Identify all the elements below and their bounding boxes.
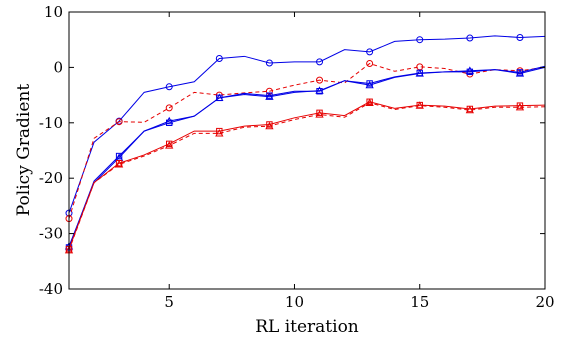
series-line [68,102,546,251]
data-point-marker [165,141,174,149]
x-tick-label: 10 [285,293,304,311]
series-line [68,66,546,247]
data-point-marker [115,152,123,160]
data-point-marker [366,98,373,105]
data-point-marker [416,101,423,109]
series-1 [65,33,546,217]
data-point-marker [516,102,524,109]
data-point-marker [366,48,374,56]
data-point-marker [215,93,224,102]
series-2 [65,60,546,223]
series-line [68,101,546,250]
data-point-marker [415,69,424,77]
data-point-marker [416,36,424,44]
y-tick-label: -40 [39,280,63,298]
series-5 [64,98,546,254]
x-axis-label: RL iteration [255,317,359,337]
data-point-marker [465,105,474,114]
y-tick-label: 10 [44,3,63,21]
data-point-marker [266,121,273,128]
series-layer [64,33,546,254]
x-tick-label: 20 [535,293,554,311]
data-point-marker [216,127,223,135]
data-point-marker [265,59,273,67]
data-point-marker [366,80,373,87]
data-point-marker [316,58,324,66]
data-point-marker [516,33,524,41]
data-point-marker [265,121,274,130]
plot-frame [68,11,546,290]
data-point-marker [215,128,224,137]
series-line [68,35,546,214]
data-point-marker [166,140,173,148]
data-point-marker [466,34,474,42]
x-tick-label: 15 [410,293,429,311]
data-point-marker [366,60,374,68]
series-line [68,65,546,248]
data-point-marker [315,110,324,118]
y-tick-label: -20 [39,169,63,187]
y-tick-label: -30 [39,225,63,243]
data-point-marker [465,66,474,74]
data-point-marker [316,109,323,117]
data-point-marker [315,86,324,94]
data-point-marker [115,160,123,167]
data-point-marker [365,80,374,89]
series-6 [65,98,546,253]
data-point-marker [515,102,525,111]
data-point-marker [165,83,173,91]
data-point-marker [515,69,525,77]
data-point-marker [466,105,474,113]
series-3 [65,65,546,251]
data-point-marker [165,104,173,112]
data-point-marker [165,116,174,125]
series-line [68,62,546,219]
y-tick-label: -10 [39,114,63,132]
x-tick-label: 5 [164,293,174,311]
data-point-marker [316,76,324,84]
data-point-marker [265,92,274,100]
y-axis-label: Policy Gradient [14,84,34,217]
data-point-marker [115,118,123,126]
tick-layer: 5 10 15 20 -40 -30 -20 -10 0 10 [39,3,555,311]
data-point-marker [215,55,223,63]
y-tick-label: 0 [53,58,63,76]
